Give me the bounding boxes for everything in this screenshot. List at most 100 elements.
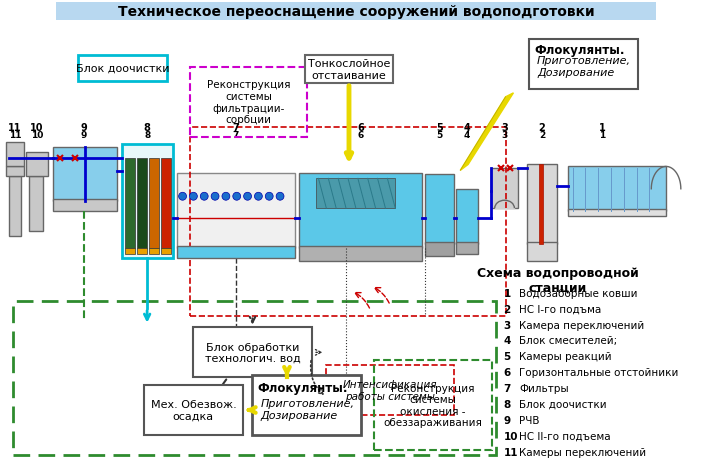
Bar: [527, 242, 557, 261]
Text: 3: 3: [501, 122, 508, 132]
Text: 6: 6: [358, 130, 364, 139]
Text: 2: 2: [539, 122, 545, 132]
Text: 3: 3: [501, 130, 508, 139]
Bar: [161, 159, 171, 248]
Bar: [425, 175, 454, 245]
Text: 5: 5: [436, 130, 443, 139]
Text: Камеры переключений: Камеры переключений: [519, 447, 647, 457]
Text: Техническое переоснащение сооружений водоподготовки: Техническое переоснащение сооружений вод…: [118, 5, 594, 20]
Bar: [190, 68, 306, 137]
Bar: [529, 40, 637, 89]
Text: Камера переключений: Камера переключений: [519, 320, 645, 330]
Text: Тонкослойное
отстаивание: Тонкослойное отстаивание: [308, 59, 390, 80]
Text: 7: 7: [233, 130, 239, 139]
Text: 4: 4: [464, 122, 471, 132]
Circle shape: [200, 193, 208, 201]
Text: 8: 8: [503, 399, 511, 409]
Text: Блок обработки
технологич. вод: Блок обработки технологич. вод: [205, 342, 301, 363]
Text: Блок смесителей;: Блок смесителей;: [519, 336, 618, 346]
Bar: [327, 366, 454, 415]
Text: 1: 1: [598, 122, 606, 132]
Bar: [137, 248, 147, 254]
Text: НС II-го подъема: НС II-го подъема: [519, 431, 611, 441]
Text: Флокулянты.: Флокулянты.: [257, 381, 348, 394]
Bar: [6, 167, 24, 177]
Text: Реконструкция
системы
фильтрации-
сорбции: Реконструкция системы фильтрации- сорбци…: [207, 80, 291, 125]
Bar: [53, 147, 117, 202]
Bar: [161, 248, 171, 254]
Bar: [149, 159, 159, 248]
Text: 7: 7: [232, 122, 239, 132]
Text: Блок доочистки: Блок доочистки: [519, 399, 607, 409]
Circle shape: [222, 193, 230, 201]
Bar: [567, 167, 666, 212]
Bar: [78, 56, 167, 82]
Bar: [13, 301, 496, 455]
Text: Водозаборные ковши: Водозаборные ковши: [519, 288, 638, 298]
Bar: [149, 248, 159, 254]
Text: Мех. Обезвож.
осадка: Мех. Обезвож. осадка: [151, 399, 236, 421]
Text: 2: 2: [503, 304, 511, 314]
Bar: [137, 159, 147, 248]
Bar: [190, 128, 505, 316]
Text: 10: 10: [31, 130, 43, 139]
Bar: [305, 56, 393, 84]
Bar: [456, 190, 478, 245]
Text: 11: 11: [503, 447, 518, 457]
Text: 9: 9: [503, 415, 510, 425]
Text: 8: 8: [144, 130, 150, 139]
Bar: [491, 169, 518, 209]
Bar: [193, 328, 311, 377]
Circle shape: [276, 193, 284, 201]
Text: 9: 9: [81, 122, 87, 132]
Text: 4: 4: [503, 336, 511, 346]
Text: Приготовление,
Дозирование: Приготовление, Дозирование: [260, 398, 354, 420]
Bar: [125, 248, 136, 254]
Text: Горизонтальные отстойники: Горизонтальные отстойники: [519, 367, 678, 377]
Circle shape: [190, 193, 198, 201]
Text: 4: 4: [464, 130, 470, 139]
Bar: [298, 247, 422, 261]
Circle shape: [265, 193, 273, 201]
Text: РЧВ: РЧВ: [519, 415, 540, 425]
Bar: [425, 242, 454, 257]
Bar: [26, 152, 48, 177]
Bar: [317, 179, 395, 209]
Text: Интенсификация
работы системы: Интенсификация работы системы: [343, 379, 438, 401]
Bar: [567, 210, 666, 217]
Bar: [53, 200, 117, 212]
Text: 2: 2: [539, 130, 545, 139]
Text: 10: 10: [503, 431, 518, 441]
Text: 8: 8: [143, 122, 151, 132]
Text: Блок доочистки: Блок доочистки: [76, 64, 169, 74]
Text: Приготовление,
Дозирование: Приготовление, Дозирование: [537, 56, 631, 78]
Bar: [177, 247, 295, 258]
Bar: [29, 177, 43, 231]
Text: 9: 9: [81, 130, 87, 139]
Bar: [122, 144, 173, 258]
Circle shape: [233, 193, 241, 201]
Bar: [144, 386, 243, 435]
Bar: [9, 177, 21, 237]
Bar: [373, 360, 492, 450]
Bar: [56, 3, 656, 21]
Text: Реконструкция
системы
окисления -
обеззараживания: Реконструкция системы окисления - обезза…: [384, 383, 482, 427]
Text: 3: 3: [503, 320, 511, 330]
Bar: [177, 174, 295, 248]
Bar: [456, 242, 478, 254]
Text: 1: 1: [599, 130, 605, 139]
Text: НС I-го подъма: НС I-го подъма: [519, 304, 601, 314]
Polygon shape: [460, 94, 513, 171]
Bar: [527, 165, 557, 245]
Text: Камеры реакций: Камеры реакций: [519, 352, 612, 362]
Text: Схема водопроводной
станции: Схема водопроводной станции: [477, 266, 639, 294]
Text: 5: 5: [503, 352, 511, 362]
Circle shape: [244, 193, 252, 201]
Bar: [298, 174, 422, 248]
Circle shape: [255, 193, 262, 201]
Text: 10: 10: [30, 122, 43, 132]
Text: 5: 5: [436, 122, 443, 132]
Text: 11: 11: [9, 130, 22, 139]
Circle shape: [179, 193, 187, 201]
Text: Фильтры: Фильтры: [519, 383, 569, 393]
